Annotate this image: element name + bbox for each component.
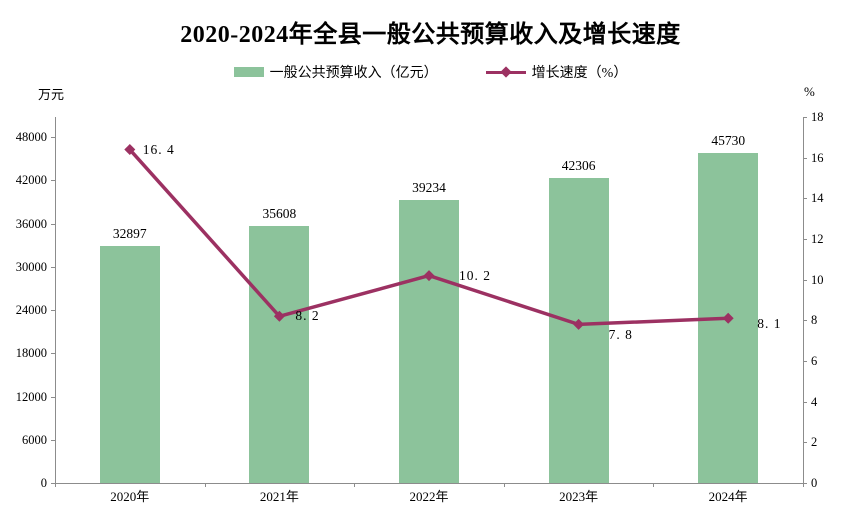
right-axis-tick-label: 18 bbox=[811, 110, 824, 124]
growth-point-label: 16. 4 bbox=[142, 141, 175, 157]
revenue-bar bbox=[99, 245, 160, 483]
x-axis-category-label: 2023年 bbox=[559, 489, 599, 504]
bottom-axis-line bbox=[55, 483, 804, 484]
revenue-bar bbox=[249, 226, 310, 483]
left-axis-tick bbox=[51, 310, 55, 311]
legend: 一般公共预算收入（亿元） 增长速度（%） bbox=[54, 62, 807, 82]
legend-item-revenue: 一般公共预算收入（亿元） bbox=[233, 62, 438, 82]
right-axis-tick bbox=[803, 198, 807, 200]
right-axis-line bbox=[803, 117, 804, 484]
right-axis-tick-label: 2 bbox=[811, 435, 818, 450]
right-axis-tick bbox=[803, 483, 807, 484]
bar-value-label: 35608 bbox=[262, 206, 297, 222]
growth-point-marker bbox=[722, 312, 734, 324]
growth-point-label: 8. 1 bbox=[757, 316, 782, 332]
growth-point-marker bbox=[273, 310, 285, 322]
right-axis-tick bbox=[803, 117, 807, 118]
growth-point-marker bbox=[573, 318, 585, 330]
right-axis-tick bbox=[803, 442, 807, 444]
right-axis-tick bbox=[803, 279, 807, 281]
x-axis-tick bbox=[55, 483, 56, 487]
growth-point-label: 7. 8 bbox=[608, 327, 633, 343]
left-axis-tick-label: 6000 bbox=[22, 432, 47, 447]
bar-value-label: 42306 bbox=[561, 158, 596, 174]
left-axis-line bbox=[55, 117, 56, 484]
right-axis-tick-label: 0 bbox=[811, 476, 818, 490]
x-axis-category-label: 2021年 bbox=[259, 489, 299, 504]
x-axis-tick bbox=[503, 483, 505, 487]
legend-item-growth: 增长速度（%） bbox=[485, 62, 628, 82]
left-axis-tick-label: 24000 bbox=[15, 303, 47, 317]
right-axis-tick-label: 4 bbox=[811, 394, 818, 409]
left-axis-tick-label: 48000 bbox=[15, 130, 47, 144]
revenue-bar bbox=[399, 200, 459, 483]
bar-swatch-icon bbox=[233, 67, 264, 77]
right-axis-tick-label: 12 bbox=[811, 232, 824, 246]
bar-value-label: 32897 bbox=[112, 225, 147, 241]
growth-point-label: 8. 2 bbox=[295, 308, 320, 324]
legend-label-growth: 增长速度（%） bbox=[531, 66, 628, 81]
x-axis-category-label: 2020年 bbox=[110, 489, 150, 504]
left-axis-tick bbox=[51, 137, 55, 138]
left-axis-tick-label: 12000 bbox=[15, 389, 47, 404]
right-axis-tick-label: 8 bbox=[811, 313, 818, 328]
left-axis-tick bbox=[51, 223, 55, 225]
left-axis-tick bbox=[51, 353, 55, 355]
right-axis-tick-label: 10 bbox=[811, 272, 824, 287]
right-axis-tick bbox=[803, 361, 807, 362]
left-axis-tick bbox=[51, 180, 55, 182]
x-axis-tick bbox=[653, 483, 655, 487]
x-axis-category-label: 2022年 bbox=[409, 489, 449, 504]
x-axis-tick bbox=[204, 483, 206, 487]
growth-point-marker bbox=[124, 144, 136, 156]
right-axis-tick-label: 16 bbox=[811, 150, 824, 165]
left-axis-tick bbox=[51, 483, 55, 484]
growth-line-layer bbox=[124, 144, 734, 330]
x-axis-category-label: 2024年 bbox=[708, 489, 748, 504]
right-axis-tick bbox=[803, 157, 807, 159]
diamond-marker-icon bbox=[499, 66, 512, 78]
x-axis-tick bbox=[803, 483, 804, 487]
x-axis-tick bbox=[354, 483, 356, 487]
right-axis-tick bbox=[803, 239, 807, 240]
left-axis-tick-label: 0 bbox=[40, 476, 47, 490]
left-axis-tick bbox=[51, 266, 55, 268]
bar-value-label: 39234 bbox=[412, 180, 446, 196]
revenue-bar bbox=[548, 178, 609, 483]
right-axis-tick-label: 6 bbox=[811, 354, 818, 368]
legend-label-revenue: 一般公共预算收入（亿元） bbox=[269, 66, 438, 81]
right-axis-unit: % bbox=[804, 84, 815, 99]
left-axis-tick bbox=[51, 439, 55, 441]
bar-value-label: 45730 bbox=[711, 133, 746, 149]
left-axis-tick-label: 36000 bbox=[15, 216, 47, 231]
left-axis-tick-label: 18000 bbox=[15, 346, 47, 361]
left-axis-tick-label: 30000 bbox=[15, 259, 47, 274]
left-axis-tick-label: 42000 bbox=[15, 173, 47, 188]
left-axis-tick bbox=[51, 396, 55, 398]
growth-point-marker bbox=[423, 270, 435, 282]
right-axis-tick-label: 14 bbox=[811, 191, 824, 206]
left-axis-unit: 万元 bbox=[38, 87, 65, 102]
growth-line bbox=[128, 148, 729, 327]
line-swatch-icon bbox=[485, 66, 526, 78]
right-axis-tick bbox=[803, 401, 807, 403]
growth-point-label: 10. 2 bbox=[459, 267, 491, 283]
plot-area: 2020年 2021年 2022年 2023年 2024年 32897 35608 39234… bbox=[51, 117, 807, 504]
right-axis-tick bbox=[803, 320, 807, 322]
chart-title: 2020-2024年全县一般公共预算收入及增长速度 bbox=[180, 22, 681, 48]
